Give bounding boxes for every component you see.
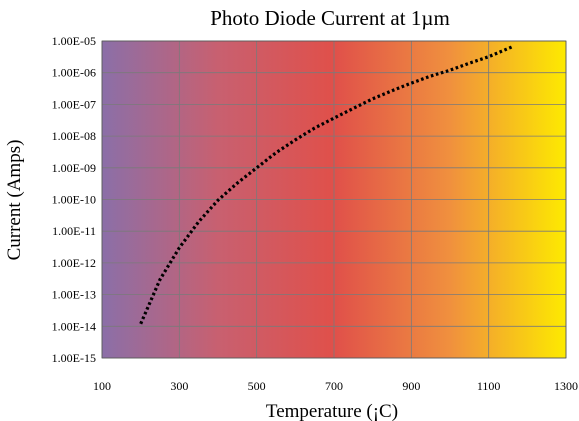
y-tick-label: 1.00E-09 — [52, 161, 96, 175]
y-axis-title: Current (Amps) — [4, 140, 25, 261]
plot-area-frame — [101, 40, 567, 359]
x-tick-label: 500 — [248, 379, 266, 393]
x-tick-label: 1100 — [477, 379, 501, 393]
y-tick-label: 1.00E-13 — [52, 288, 96, 302]
x-tick-label: 300 — [170, 379, 188, 393]
y-tick-label: 1.00E-11 — [52, 224, 96, 238]
x-tick-label: 700 — [325, 379, 343, 393]
chart-title: Photo Diode Current at 1µm — [210, 6, 450, 30]
y-tick-label: 1.00E-12 — [52, 256, 96, 270]
x-axis-ticks: 100 300 500 700 900 1100 1300 — [93, 379, 578, 393]
y-tick-label: 1.00E-14 — [52, 319, 96, 333]
x-axis-title: Temperature (¡C) — [266, 401, 398, 421]
series-layer — [139, 45, 513, 325]
y-axis-ticks: 1.00E-15 1.00E-14 1.00E-13 1.00E-12 1.00E-11… — [52, 34, 96, 365]
y-tick-label: 1.00E-06 — [52, 66, 96, 80]
x-tick-label: 100 — [93, 379, 111, 393]
x-tick-label: 1300 — [554, 379, 578, 393]
y-tick-label: 1.00E-05 — [52, 34, 96, 48]
y-tick-label: 1.00E-07 — [52, 97, 96, 111]
y-tick-label: 1.00E-15 — [52, 351, 96, 365]
series-line — [139, 45, 513, 325]
y-tick-label: 1.00E-10 — [52, 193, 96, 207]
y-tick-label: 1.00E-08 — [52, 129, 96, 143]
x-tick-label: 900 — [402, 379, 420, 393]
